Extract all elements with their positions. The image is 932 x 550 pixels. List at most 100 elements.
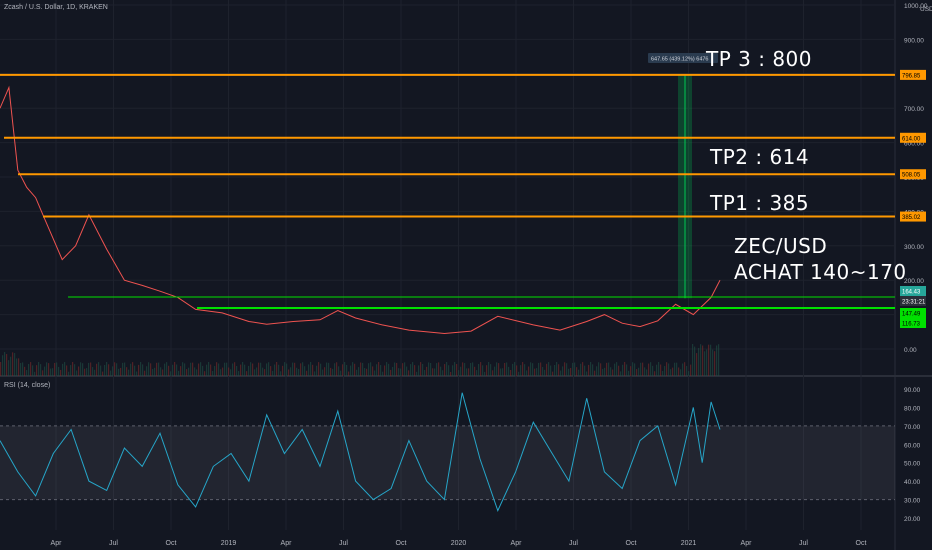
volume-bar <box>378 362 380 376</box>
volume-bar <box>604 367 606 376</box>
volume-bar <box>228 367 230 376</box>
volume-bar <box>84 368 86 376</box>
volume-bar <box>50 368 52 376</box>
volume-bar <box>226 362 228 376</box>
volume-bar <box>318 362 320 376</box>
volume-bar <box>594 370 596 376</box>
resistance-level-tag: 614.00 <box>902 136 921 142</box>
support-level-tag: 147.49 <box>902 312 921 318</box>
volume-bar <box>498 363 500 376</box>
volume-bar <box>82 363 84 376</box>
rsi-tick-label: 60.00 <box>904 442 921 449</box>
volume-bar <box>76 370 78 376</box>
volume-bar <box>550 365 552 376</box>
volume-bar <box>692 344 694 376</box>
volume-bar <box>434 368 436 376</box>
pair-label: ZEC/USD <box>734 234 828 258</box>
volume-bar <box>284 362 286 376</box>
volume-bar <box>620 371 622 376</box>
volume-bar <box>664 366 666 376</box>
volume-bar <box>358 367 360 376</box>
volume-bar <box>294 362 296 376</box>
volume-bar <box>688 371 690 376</box>
resistance-level-tag-bg <box>900 132 926 143</box>
volume-bar <box>242 362 244 376</box>
volume-bar <box>636 369 638 376</box>
volume-bar <box>560 370 562 376</box>
volume-bar <box>610 367 612 376</box>
volume-bar <box>200 362 202 376</box>
volume-bar <box>36 365 38 376</box>
volume-bar <box>588 364 590 376</box>
volume-bar <box>34 371 36 376</box>
volume-bar <box>420 362 422 376</box>
volume-bar <box>310 362 312 376</box>
volume-bar <box>384 365 386 376</box>
volume-bar <box>702 345 704 376</box>
volume-bar <box>256 367 258 376</box>
price-tick-label: 700.00 <box>904 106 924 113</box>
volume-bar <box>14 353 16 376</box>
volume-bar <box>212 371 214 376</box>
volume-bar <box>682 363 684 376</box>
volume-bar <box>334 363 336 376</box>
volume-bar <box>198 363 200 376</box>
rsi-band <box>0 425 895 500</box>
volume-bar <box>56 362 58 376</box>
buy-zone-label: ACHAT 140~170 <box>734 260 907 284</box>
volume-bar <box>122 362 124 376</box>
volume-bar <box>710 344 712 376</box>
volume-bar <box>398 368 400 376</box>
volume-bar <box>424 370 426 376</box>
rsi-tick-label: 20.00 <box>904 516 921 523</box>
volume-bar <box>190 362 192 376</box>
volume-bar <box>446 362 448 376</box>
volume-bar <box>188 367 190 376</box>
volume-bar <box>508 366 510 376</box>
volume-bar <box>224 362 226 376</box>
volume-bar <box>538 362 540 376</box>
time-tick-label: Apr <box>51 540 63 547</box>
volume-bar <box>506 362 508 376</box>
volume-bar <box>146 366 148 376</box>
volume-bar <box>512 363 514 376</box>
volume-bar <box>290 367 292 376</box>
volume-bar <box>230 369 232 376</box>
volume-bar <box>302 362 304 376</box>
volume-bar <box>418 365 420 376</box>
volume-bar <box>634 363 636 376</box>
volume-bar <box>238 371 240 376</box>
volume-bar <box>466 368 468 376</box>
volume-bar <box>412 362 414 376</box>
volume-bar <box>482 365 484 376</box>
volume-bar <box>500 368 502 376</box>
time-tick-label: 2020 <box>451 540 467 547</box>
volume-bar <box>532 363 534 376</box>
symbol-info: Zcash / U.S. Dollar, 1D, KRAKEN <box>4 4 108 11</box>
volume-bar <box>280 371 282 376</box>
volume-bar <box>656 364 658 376</box>
volume-bar <box>120 367 122 376</box>
volume-bar <box>134 365 136 376</box>
volume-bar <box>670 369 672 376</box>
volume-bar <box>324 367 326 376</box>
volume-bar <box>570 367 572 376</box>
volume-bar <box>26 370 28 376</box>
volume-bar <box>98 362 100 376</box>
volume-bar <box>548 362 550 376</box>
volume-bar <box>396 362 398 376</box>
volume-bar <box>494 366 496 376</box>
volume-bar <box>264 369 266 376</box>
volume-bar <box>44 366 46 376</box>
volume-bar <box>644 367 646 376</box>
volume-bar <box>208 362 210 376</box>
volume-bar <box>658 362 660 376</box>
volume-bar <box>342 364 344 376</box>
volume-bar <box>222 367 224 376</box>
volume-bar <box>544 369 546 376</box>
volume-bar <box>258 362 260 376</box>
volume-bar <box>706 349 708 376</box>
volume-bar <box>116 363 118 376</box>
volume-bar <box>408 370 410 376</box>
